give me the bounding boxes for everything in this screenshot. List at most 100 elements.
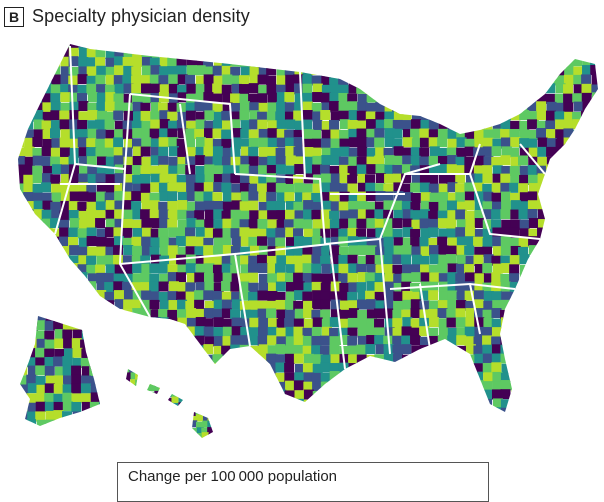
county-cell	[473, 390, 484, 401]
county-cell	[18, 390, 26, 401]
county-cell	[572, 93, 583, 104]
county-cell	[18, 273, 25, 284]
county-cell	[383, 218, 394, 229]
county-cell	[348, 398, 359, 409]
county-cell	[78, 308, 89, 319]
county-cell	[339, 372, 350, 383]
county-cell	[267, 56, 278, 67]
county-cell	[141, 56, 152, 67]
county-cell	[302, 75, 313, 86]
county-cell	[375, 44, 386, 50]
county-cell	[591, 44, 598, 49]
county-cell	[221, 156, 232, 167]
county-cell	[447, 353, 458, 364]
county-cell	[357, 399, 368, 410]
county-cell	[168, 281, 179, 292]
county-cell	[184, 369, 192, 374]
county-cell	[32, 44, 43, 50]
county-cell	[438, 65, 449, 76]
county-cell	[203, 254, 214, 265]
county-cell	[50, 201, 61, 212]
county-cell	[153, 402, 161, 410]
county-cell	[231, 183, 242, 194]
county-cell	[338, 398, 349, 409]
county-cell	[330, 299, 341, 310]
county-cell	[330, 309, 341, 320]
county-cell	[581, 318, 592, 329]
county-cell	[474, 218, 485, 229]
county-cell	[401, 390, 412, 401]
county-cell	[159, 191, 170, 202]
county-cell	[276, 327, 287, 338]
county-cell	[132, 245, 143, 256]
county-cell	[95, 57, 106, 68]
county-cell	[213, 282, 224, 293]
county-cell	[202, 408, 210, 416]
county-cell	[276, 128, 287, 139]
county-cell	[275, 354, 286, 365]
county-cell	[527, 209, 538, 220]
county-cell	[86, 255, 97, 266]
county-cell	[573, 74, 584, 85]
county-cell	[564, 290, 575, 301]
county-cell	[213, 380, 224, 391]
county-cell	[178, 369, 186, 374]
county-cell	[348, 147, 359, 158]
county-cell	[546, 156, 557, 167]
county-cell	[510, 57, 521, 68]
county-cell	[545, 218, 556, 229]
county-cell	[392, 155, 403, 166]
county-cell	[59, 299, 70, 310]
county-cell	[402, 317, 413, 328]
county-cell	[69, 44, 80, 50]
county-cell	[365, 272, 376, 283]
county-cell	[159, 427, 167, 435]
county-cell	[302, 273, 313, 284]
county-cell	[537, 326, 548, 337]
county-cell	[168, 165, 179, 176]
county-cell	[375, 398, 386, 409]
county-cell	[500, 344, 511, 355]
county-cell	[392, 381, 403, 392]
county-cell	[240, 255, 251, 266]
county-cell	[554, 408, 565, 412]
county-cell	[104, 227, 115, 238]
county-cell	[248, 47, 259, 58]
county-cell	[153, 372, 161, 380]
county-cell	[195, 165, 206, 176]
county-cell	[573, 210, 584, 221]
county-cell	[89, 366, 100, 377]
county-cell	[195, 227, 206, 238]
county-cell	[186, 317, 197, 328]
county-cell	[36, 330, 47, 341]
county-cell	[81, 393, 92, 404]
county-cell	[329, 165, 340, 176]
county-cell	[554, 362, 565, 373]
county-cell	[231, 102, 242, 113]
county-cell	[185, 398, 196, 409]
county-cell	[36, 428, 46, 438]
county-cell	[90, 392, 100, 403]
county-cell	[195, 389, 206, 400]
county-cell	[95, 371, 106, 382]
county-cell	[142, 379, 150, 387]
county-cell	[266, 84, 277, 95]
county-cell	[24, 156, 35, 167]
county-cell	[528, 156, 539, 167]
county-cell	[402, 290, 413, 301]
county-cell	[257, 119, 268, 130]
county-cell	[366, 57, 377, 68]
county-cell	[122, 74, 133, 85]
county-cell	[204, 263, 215, 274]
county-cell	[411, 345, 422, 356]
county-cell	[194, 57, 205, 68]
county-cell	[239, 300, 250, 311]
county-cell	[303, 416, 313, 426]
county-cell	[590, 129, 598, 140]
county-cell	[257, 236, 268, 247]
county-cell	[113, 372, 124, 383]
county-cell	[401, 173, 412, 184]
county-cell	[221, 44, 232, 50]
county-cell	[186, 83, 197, 94]
county-cell	[18, 237, 25, 248]
